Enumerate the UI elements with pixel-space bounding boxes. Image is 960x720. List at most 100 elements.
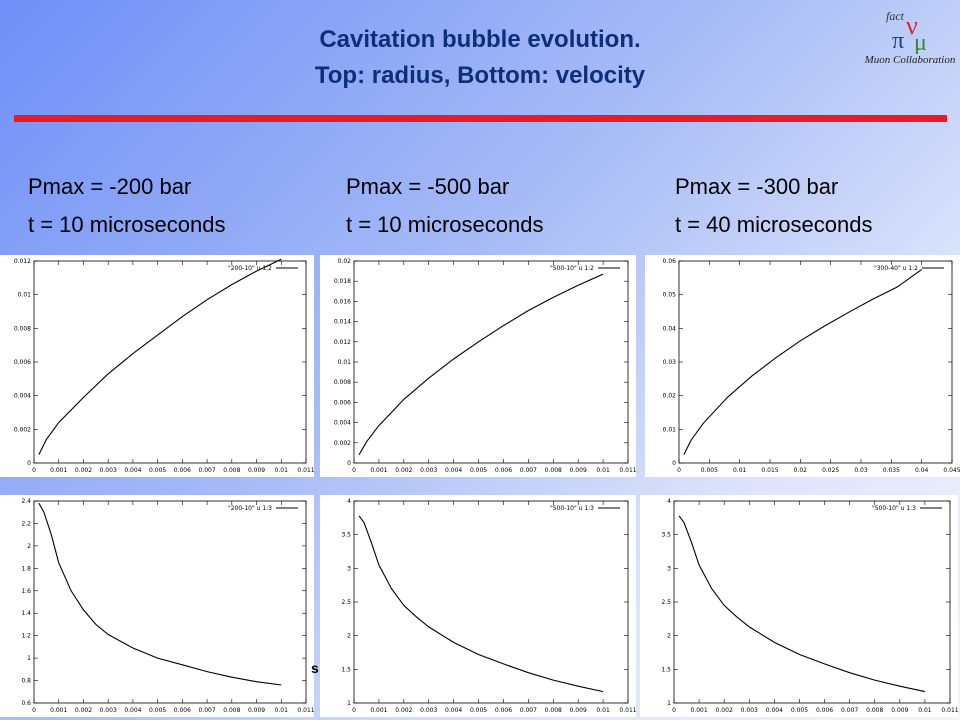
x-tick-label: 0.01	[275, 707, 289, 714]
y-tick-label: 4	[667, 498, 671, 505]
y-tick-label: 0.018	[334, 278, 351, 285]
x-tick-label: 0.007	[841, 707, 858, 714]
x-tick-label: 0.006	[495, 707, 512, 714]
slide-title: Cavitation bubble evolution. Top: radius…	[0, 22, 960, 94]
x-tick-label: 0.008	[223, 707, 240, 714]
x-tick-label: 0.007	[198, 467, 215, 474]
title-divider	[14, 115, 947, 122]
y-tick-label: 1.5	[341, 666, 351, 673]
y-tick-label: 0.06	[663, 258, 677, 265]
x-tick-label: 0.002	[75, 467, 92, 474]
chart-velocity-200-10: 0.6 0.8 1 1.2 1.4 1.6 1.8 2 2.2 2.4 0 0.001 0.002 0.0…	[0, 495, 314, 717]
y-tick-label: 0	[27, 460, 31, 467]
y-tick-label: 0.01	[663, 426, 677, 433]
data-series-line	[683, 268, 923, 455]
x-tick-label: 0.001	[370, 467, 387, 474]
y-tick-label: 4	[347, 498, 351, 505]
x-tick-label: 0.01	[275, 467, 289, 474]
x-tick-label: 0.015	[761, 467, 778, 474]
y-tick-label: 0.014	[334, 319, 351, 326]
x-tick-label: 0.009	[570, 467, 587, 474]
x-tick-label: 0.01	[918, 707, 932, 714]
params-column-2: Pmax = -500 bar t = 10 microseconds	[346, 168, 543, 244]
y-tick-label: 0.002	[14, 426, 31, 433]
x-tick-label: 0.01	[733, 467, 747, 474]
pmax-label: Pmax = -500 bar	[346, 174, 510, 199]
y-tick-label: 0.8	[21, 678, 31, 685]
x-tick-label: 0.005	[470, 707, 487, 714]
x-tick-label: 0.001	[50, 467, 67, 474]
plot-frame	[353, 260, 629, 464]
logo-mark-icon: fact ν π μ	[886, 9, 927, 56]
y-tick-label: 0.008	[334, 379, 351, 386]
y-tick-label: 0.05	[663, 292, 677, 299]
legend-label: "500-10" u 1:3	[550, 505, 594, 512]
x-tick-label: 0.005	[701, 467, 718, 474]
svg-text:fact: fact	[886, 9, 905, 23]
y-tick-label: 0.02	[338, 258, 352, 265]
legend-label: "500-10" u 1:3	[872, 505, 916, 512]
chart-velocity-500-10: 1 1.5 2 2.5 3 3.5 4 0 0.001 0.002 0.003 0.004 0.005 0…	[320, 495, 636, 717]
x-tick-label: 0.004	[124, 707, 141, 714]
svg-text:π: π	[892, 28, 904, 54]
x-tick-label: 0.025	[822, 467, 839, 474]
y-tick-label: 1.8	[21, 565, 31, 572]
y-tick-label: 1.5	[661, 666, 671, 673]
x-tick-label: 0.001	[50, 707, 67, 714]
y-tick-label: 0	[347, 460, 351, 467]
muon-collaboration-logo: fact ν π μ Muon Collaboration	[862, 4, 958, 70]
legend-label: "200-10" u 1:3	[228, 505, 272, 512]
y-tick-label: 0.004	[14, 393, 31, 400]
x-tick-label: 0.003	[420, 707, 437, 714]
y-tick-label: 0.01	[18, 292, 32, 299]
plot-frame	[353, 500, 629, 704]
x-tick-label: 0.006	[816, 707, 833, 714]
data-series-line	[38, 258, 282, 455]
legend-label: "200-10" u 1:2	[228, 265, 272, 272]
x-tick-label: 0.004	[445, 467, 462, 474]
y-tick-label: 0.03	[663, 359, 677, 366]
y-tick-label: 1.2	[21, 633, 31, 640]
y-tick-label: 0.02	[663, 393, 677, 400]
title-line-2: Top: radius, Bottom: velocity	[314, 62, 646, 89]
y-tick-label: 3.5	[341, 532, 351, 539]
x-tick-label: 0	[352, 467, 356, 474]
radius-plot-300-40: 0 0.01 0.02 0.03 0.04 0.05 0.06 0 0.005 0.01 0.015…	[663, 258, 960, 474]
plot-frame	[33, 260, 307, 464]
x-tick-label: 0.009	[891, 707, 908, 714]
svg-text:ν: ν	[906, 11, 918, 40]
y-tick-label: 0.6	[21, 700, 31, 707]
y-tick-label: 2.5	[341, 599, 351, 606]
stray-glyph: s	[311, 660, 319, 676]
x-tick-label: 0.011	[297, 467, 314, 474]
y-tick-label: 3	[667, 565, 671, 572]
y-tick-label: 1	[667, 700, 671, 707]
legend-label: "300-40" u 1:2	[874, 265, 918, 272]
x-tick-label: 0	[677, 467, 681, 474]
data-series-line	[38, 502, 282, 686]
y-tick-label: 1.4	[21, 610, 31, 617]
x-tick-label: 0.02	[794, 467, 808, 474]
data-series-line	[678, 515, 926, 693]
params-column-1: Pmax = -200 bar t = 10 microseconds	[28, 168, 225, 244]
y-tick-label: 0.012	[14, 258, 31, 265]
x-tick-label: 0.005	[470, 467, 487, 474]
x-tick-label: 0.01	[596, 707, 610, 714]
x-tick-label: 0.04	[915, 467, 929, 474]
x-tick-label: 0	[352, 707, 356, 714]
pmax-label: Pmax = -300 bar	[675, 174, 839, 199]
y-tick-label: 3	[347, 565, 351, 572]
velocity-plot-500-10: 1 1.5 2 2.5 3 3.5 4 0 0.001 0.002 0.003 0.004 0.005 0…	[341, 498, 636, 714]
x-tick-label: 0.005	[149, 707, 166, 714]
logo-caption: Muon Collaboration	[864, 54, 956, 66]
plot-frame	[673, 500, 951, 704]
y-tick-label: 1	[347, 700, 351, 707]
x-tick-label: 0.001	[370, 707, 387, 714]
x-tick-label: 0	[32, 467, 36, 474]
x-tick-label: 0.005	[791, 707, 808, 714]
y-tick-label: 0.012	[334, 339, 351, 346]
x-tick-label: 0.004	[445, 707, 462, 714]
chart-radius-500-10: 0 0.002 0.004 0.006 0.008 0.01 0.012 0.014 0.016…	[320, 255, 636, 477]
x-tick-label: 0.004	[766, 707, 783, 714]
y-tick-label: 2	[347, 633, 351, 640]
